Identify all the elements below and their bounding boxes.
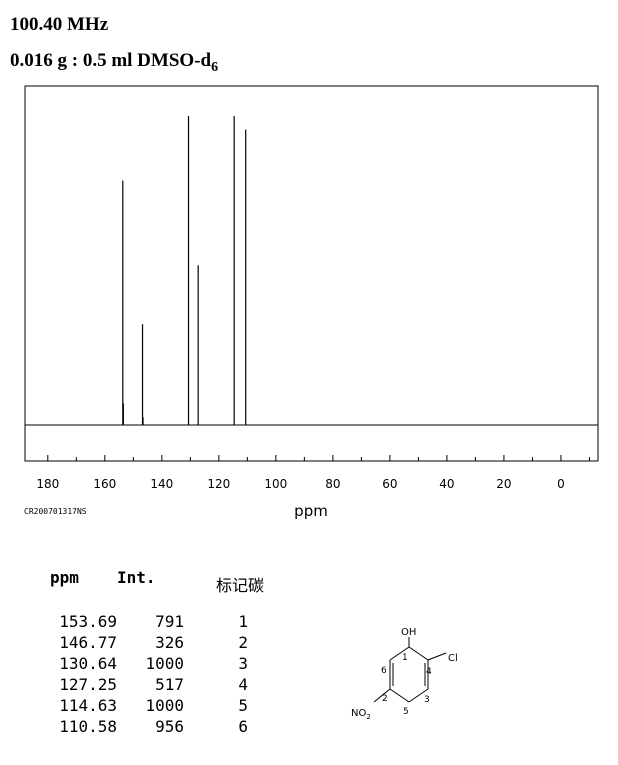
cell-carbon: 6 — [238, 717, 248, 736]
x-axis-ticks: 180 160 140 120 100 80 60 40 20 0 — [36, 455, 590, 491]
atom-number-4: 4 — [426, 667, 432, 677]
sample-label: 0.016 g : 0.5 ml DMSO-d6 — [10, 50, 219, 75]
cell-ppm: 146.77 — [59, 633, 117, 652]
x-axis-tick-label: 80 — [325, 477, 340, 491]
atom-number-3: 3 — [424, 695, 430, 705]
peaks-group — [122, 116, 247, 425]
cell-ppm: 110.58 — [59, 717, 117, 736]
no2-text: NO — [351, 708, 366, 719]
bond-c6-c1 — [389, 646, 410, 661]
plot-frame — [24, 85, 599, 462]
x-axis-tick-label: 60 — [382, 477, 397, 491]
bond-c3-c5 — [408, 688, 429, 703]
cell-carbon: 5 — [238, 696, 248, 715]
col-header-ppm: ppm — [50, 568, 79, 587]
x-axis-label: ppm — [294, 502, 328, 520]
sample-subscript: 6 — [211, 60, 219, 75]
atom-number-1: 1 — [402, 653, 408, 663]
molecule-structure: OH Cl NO2 1 2 3 4 5 6 — [351, 627, 458, 721]
atom-number-5: 5 — [403, 707, 409, 717]
x-axis-tick-label: 20 — [496, 477, 511, 491]
cell-carbon: 1 — [238, 612, 248, 631]
atom-number-6: 6 — [381, 666, 387, 676]
x-axis-tick-label: 160 — [93, 477, 116, 491]
cell-carbon: 2 — [238, 633, 248, 652]
no2-subscript: 2 — [366, 713, 370, 721]
ring-bonds — [373, 637, 447, 703]
bond-c5-c2 — [389, 688, 410, 703]
cell-int: 956 — [155, 717, 184, 736]
bond-c1-c4 — [408, 646, 429, 661]
x-axis-tick-label: 40 — [439, 477, 454, 491]
cell-carbon: 4 — [238, 675, 248, 694]
spectrum-code: CR200701317NS — [24, 507, 87, 516]
cell-ppm: 114.63 — [59, 696, 117, 715]
cell-int: 791 — [155, 612, 184, 631]
bond-c4-cl — [427, 652, 447, 661]
bond-c2-no2 — [373, 688, 391, 703]
oh-label: OH — [401, 627, 416, 638]
frequency-label: 100.40 MHz — [10, 14, 109, 35]
col-header-int: Int. — [117, 568, 156, 587]
cell-int: 326 — [155, 633, 184, 652]
x-axis-tick-label: 0 — [557, 477, 565, 491]
x-axis-tick-label: 120 — [207, 477, 230, 491]
col-header-carbon: 标记碳 — [216, 576, 265, 595]
x-axis-tick-label: 180 — [36, 477, 59, 491]
cell-ppm: 153.69 — [59, 612, 117, 631]
nmr-spectrum-chart: 180 160 140 120 100 80 60 40 20 0 CR200701317NS p… — [24, 85, 599, 520]
no2-label: NO2 — [351, 708, 371, 721]
cell-int: 517 — [155, 675, 184, 694]
atom-number-2: 2 — [382, 694, 388, 704]
x-axis-tick-label: 100 — [264, 477, 287, 491]
sample-text: 0.016 g : 0.5 ml DMSO-d — [10, 50, 212, 71]
cell-int: 1000 — [145, 654, 184, 673]
x-axis-tick-label: 140 — [150, 477, 173, 491]
cell-carbon: 3 — [238, 654, 248, 673]
cell-int: 1000 — [145, 696, 184, 715]
cl-label: Cl — [448, 653, 458, 664]
cell-ppm: 130.64 — [59, 654, 117, 673]
cell-ppm: 127.25 — [59, 675, 117, 694]
